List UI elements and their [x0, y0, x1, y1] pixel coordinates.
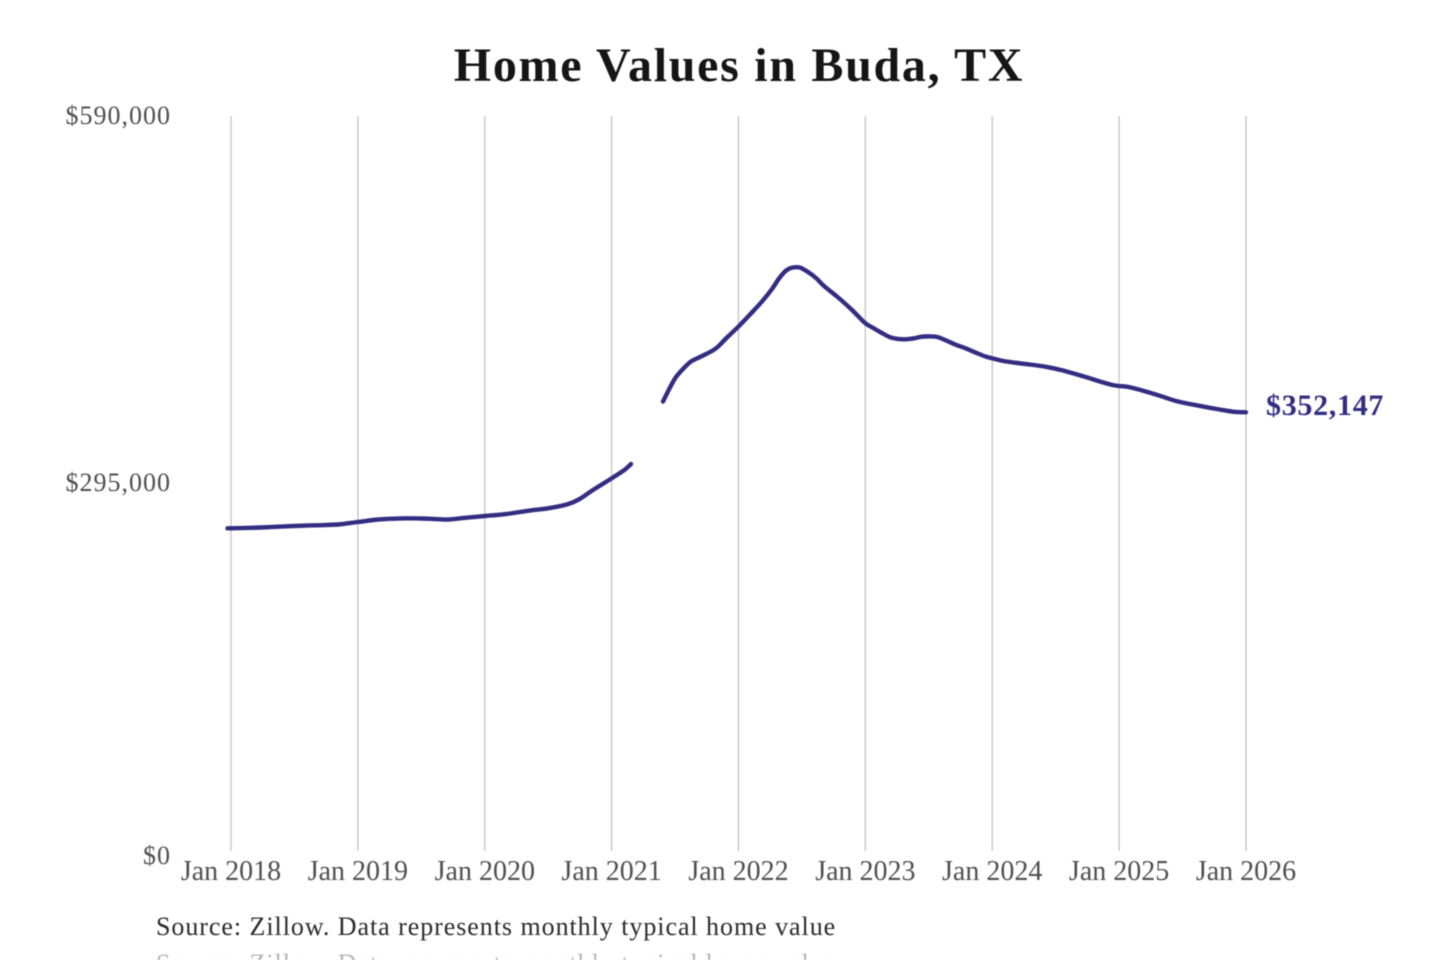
- svg-text:Jan 2021: Jan 2021: [561, 856, 661, 887]
- svg-text:Jan 2024: Jan 2024: [942, 856, 1042, 887]
- svg-text:$590,000: $590,000: [66, 101, 172, 130]
- svg-text:Jan 2023: Jan 2023: [815, 856, 915, 887]
- svg-text:$0: $0: [143, 841, 171, 870]
- svg-text:Home Values in Buda, TX: Home Values in Buda, TX: [454, 39, 1024, 92]
- svg-text:Source: Zillow. Data represent: Source: Zillow. Data represents monthly …: [156, 949, 836, 960]
- svg-text:Jan 2020: Jan 2020: [435, 856, 535, 887]
- svg-text:Source: Zillow. Data represent: Source: Zillow. Data represents monthly …: [156, 912, 836, 941]
- svg-text:Jan 2025: Jan 2025: [1069, 856, 1169, 887]
- svg-text:Jan 2018: Jan 2018: [181, 856, 281, 887]
- svg-text:$352,147: $352,147: [1266, 389, 1384, 422]
- svg-text:Jan 2019: Jan 2019: [308, 856, 408, 887]
- svg-text:Jan 2026: Jan 2026: [1196, 856, 1296, 887]
- svg-text:$295,000: $295,000: [66, 468, 172, 497]
- svg-text:Jan 2022: Jan 2022: [688, 856, 788, 887]
